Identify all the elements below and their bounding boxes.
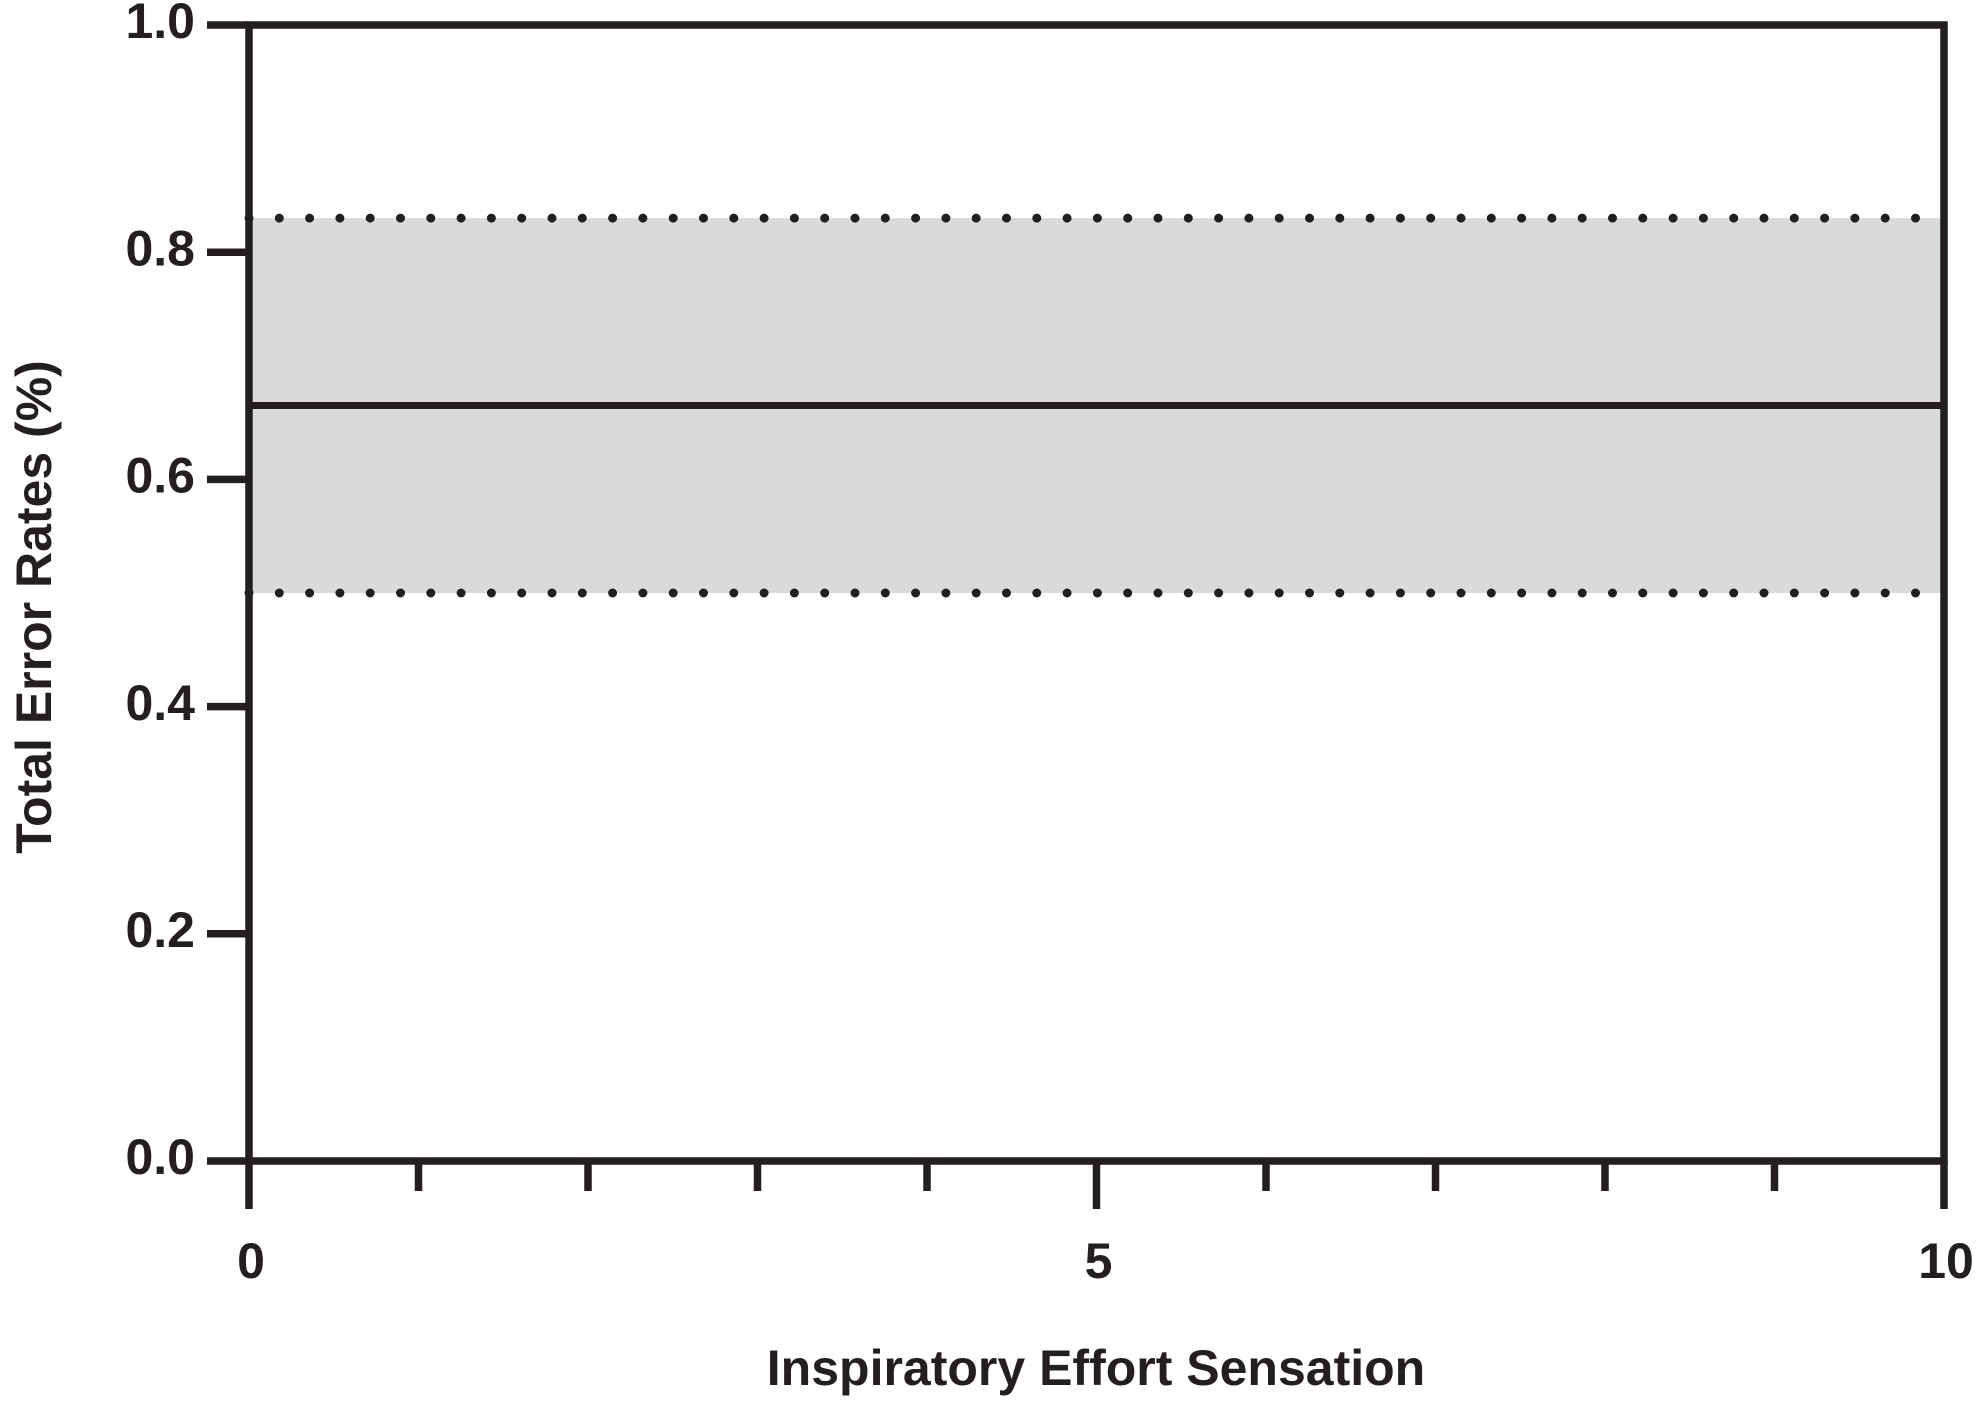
y-tick-label: 0.8 [125,220,195,276]
y-tick-label: 1.0 [125,0,195,49]
x-tick-label: 5 [1085,1233,1113,1289]
x-tick-label: 10 [1918,1233,1974,1289]
y-tick-label: 0.4 [125,675,195,731]
x-axis-label: Inspiratory Effort Sensation [767,1340,1425,1396]
y-tick-label: 0.6 [125,448,195,504]
x-tick-label: 0 [237,1233,265,1289]
y-tick-label: 0.2 [125,902,195,958]
y-axis-label: Total Error Rates (%) [6,360,62,854]
y-tick-label: 0.0 [125,1129,195,1185]
